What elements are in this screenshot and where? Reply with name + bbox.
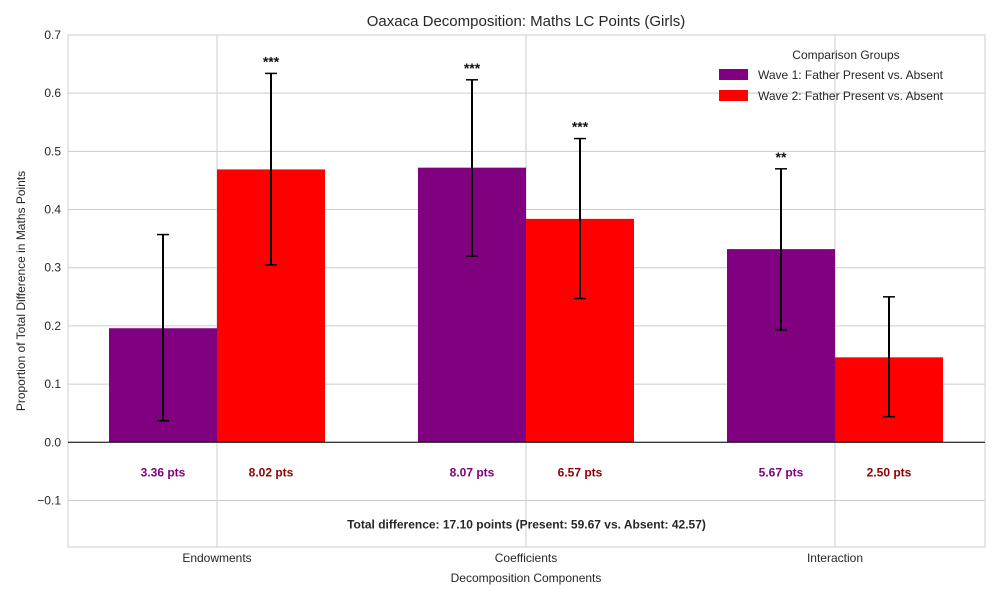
legend: Comparison Groups Wave 1: Father Present… — [719, 48, 944, 103]
point-label: 8.07 pts — [450, 466, 495, 480]
y-axis-label: Proportion of Total Difference in Maths … — [14, 171, 28, 411]
y-tick-label: 0.1 — [44, 377, 61, 391]
x-tick-label: Coefficients — [495, 551, 557, 565]
total-difference-annotation: Total difference: 17.10 points (Present:… — [347, 517, 706, 531]
y-tick-label: 0.7 — [44, 28, 61, 42]
legend-swatch-wave2 — [719, 90, 748, 101]
x-tick-label: Endowments — [182, 551, 251, 565]
x-ticks: Endowments Coefficients Interaction — [182, 551, 863, 565]
y-tick-label: 0.0 — [44, 435, 61, 449]
y-ticks: −0.1 0.0 0.1 0.2 0.3 0.4 0.5 0.6 0.7 — [37, 28, 61, 507]
point-label: 6.57 pts — [558, 466, 603, 480]
error-bars — [157, 72, 895, 422]
y-tick-label: −0.1 — [37, 493, 61, 507]
y-tick-label: 0.3 — [44, 261, 61, 275]
y-tick-label: 0.5 — [44, 144, 61, 158]
legend-label-wave1: Wave 1: Father Present vs. Absent — [758, 68, 944, 82]
legend-label-wave2: Wave 2: Father Present vs. Absent — [758, 89, 944, 103]
point-label: 5.67 pts — [759, 466, 804, 480]
significance-label: *** — [464, 60, 481, 76]
point-label: 2.50 pts — [867, 466, 912, 480]
y-tick-label: 0.2 — [44, 319, 61, 333]
chart-title: Oaxaca Decomposition: Maths LC Points (G… — [367, 13, 685, 30]
point-labels: 3.36 pts 8.07 pts 5.67 pts 8.02 pts 6.57 pts… — [141, 466, 912, 480]
legend-title: Comparison Groups — [792, 48, 899, 62]
point-label: 3.36 pts — [141, 466, 186, 480]
x-tick-label: Interaction — [807, 551, 863, 565]
significance-label: ** — [776, 149, 787, 165]
significance-label: *** — [263, 53, 280, 69]
significance-label: *** — [572, 119, 589, 135]
y-tick-label: 0.6 — [44, 86, 61, 100]
significance-labels: *********** — [263, 53, 787, 164]
y-tick-label: 0.4 — [44, 203, 61, 217]
x-axis-label: Decomposition Components — [451, 571, 602, 585]
legend-swatch-wave1 — [719, 69, 748, 80]
point-label: 8.02 pts — [249, 466, 294, 480]
